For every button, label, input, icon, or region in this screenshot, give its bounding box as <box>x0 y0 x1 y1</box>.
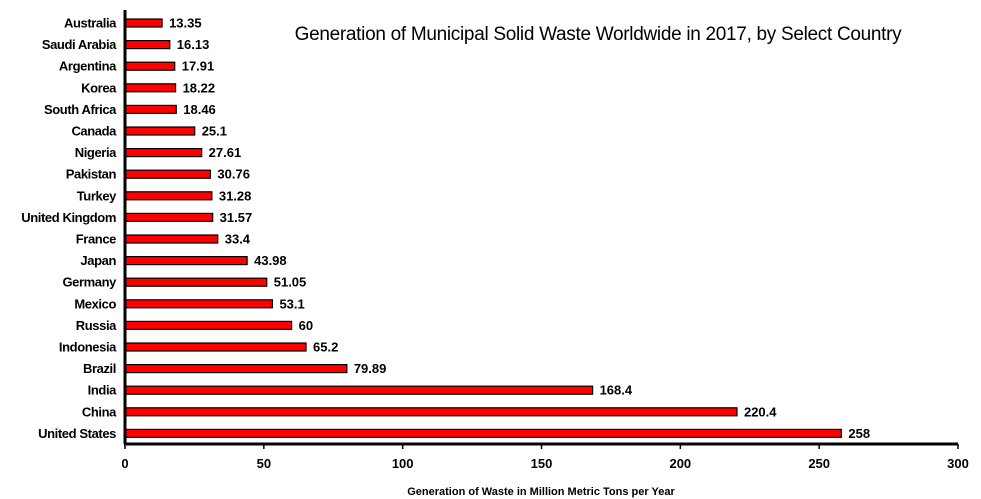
value-label-united-kingdom: 31.57 <box>220 210 253 225</box>
value-labels-group: 13.35 16.13 17.91 18.22 18.46 25.1 27.61 30.76 3… <box>169 16 870 441</box>
bar-south-africa <box>124 104 177 115</box>
x-tick-label-100: 100 <box>392 456 414 471</box>
bar-saudi-arabia <box>124 39 171 50</box>
value-label-indonesia: 65.2 <box>313 340 338 355</box>
category-labels-group: Australia Saudi Arabia Argentina Korea South… <box>21 16 117 441</box>
category-label-pakistan: Pakistan <box>66 167 117 182</box>
value-label-korea: 18.22 <box>183 80 216 95</box>
x-tick-label-150: 150 <box>531 456 553 471</box>
value-label-south-africa: 18.46 <box>183 102 216 117</box>
value-label-brazil: 79.89 <box>354 361 387 376</box>
category-label-indonesia: Indonesia <box>59 340 117 355</box>
category-label-germany: Germany <box>62 275 117 290</box>
bar-united-states <box>124 428 842 438</box>
bar-indonesia <box>124 342 307 352</box>
value-label-china: 220.4 <box>744 404 777 419</box>
value-label-argentina: 17.91 <box>182 59 215 74</box>
x-tick-label-0: 0 <box>121 456 128 471</box>
value-label-japan: 43.98 <box>254 253 287 268</box>
bar-india <box>124 385 594 395</box>
category-label-turkey: Turkey <box>77 188 117 203</box>
category-label-south-africa: South Africa <box>44 102 117 117</box>
bar-united-kingdom <box>124 212 214 222</box>
chart-title: Generation of Municipal Solid Waste Worl… <box>295 24 903 45</box>
category-label-japan: Japan <box>80 253 116 268</box>
category-label-canada: Canada <box>71 124 117 139</box>
value-label-saudi-arabia: 16.13 <box>177 37 210 52</box>
value-label-turkey: 31.28 <box>219 188 252 203</box>
bar-germany <box>124 277 268 287</box>
bar-canada <box>124 126 196 136</box>
category-label-united-kingdom: United Kingdom <box>21 210 116 225</box>
category-label-india: India <box>88 383 118 398</box>
value-label-australia: 13.35 <box>169 16 202 31</box>
category-label-saudi-arabia: Saudi Arabia <box>42 37 117 52</box>
bars-group <box>124 18 842 438</box>
category-label-mexico: Mexico <box>74 296 116 311</box>
value-label-mexico: 53.1 <box>279 296 304 311</box>
category-label-russia: Russia <box>76 318 117 333</box>
category-label-australia: Australia <box>64 16 117 31</box>
bar-turkey <box>124 191 213 201</box>
value-label-nigeria: 27.61 <box>209 145 242 160</box>
bar-mexico <box>124 299 274 309</box>
value-label-germany: 51.05 <box>274 275 307 290</box>
bar-pakistan <box>124 169 212 179</box>
value-label-russia: 60 <box>299 318 313 333</box>
value-label-canada: 25.1 <box>202 124 227 139</box>
value-label-united-states: 258 <box>848 426 870 441</box>
bar-france <box>124 234 219 244</box>
bar-nigeria <box>124 148 203 158</box>
category-label-france: France <box>76 232 116 247</box>
bar-australia <box>124 18 163 28</box>
bar-argentina <box>124 61 176 71</box>
x-tick-label-200: 200 <box>669 456 691 471</box>
bar-brazil <box>124 364 348 374</box>
category-label-nigeria: Nigeria <box>75 145 117 160</box>
category-label-korea: Korea <box>81 80 117 95</box>
bar-korea <box>124 83 177 93</box>
x-ticks-group: 0 50 100 150 200 250 300 <box>121 444 969 471</box>
bar-china <box>124 407 738 417</box>
x-tick-label-300: 300 <box>947 456 969 471</box>
category-label-brazil: Brazil <box>83 361 116 376</box>
bar-japan <box>124 256 248 266</box>
value-label-france: 33.4 <box>225 232 251 247</box>
category-label-united-states: United States <box>38 426 116 441</box>
value-label-india: 168.4 <box>600 383 633 398</box>
x-tick-label-250: 250 <box>808 456 830 471</box>
category-label-china: China <box>82 404 117 419</box>
category-label-argentina: Argentina <box>59 59 117 74</box>
bar-russia <box>124 320 293 330</box>
x-axis-title: Generation of Waste in Million Metric To… <box>407 486 675 498</box>
value-label-pakistan: 30.76 <box>217 167 250 182</box>
x-tick-label-50: 50 <box>257 456 271 471</box>
